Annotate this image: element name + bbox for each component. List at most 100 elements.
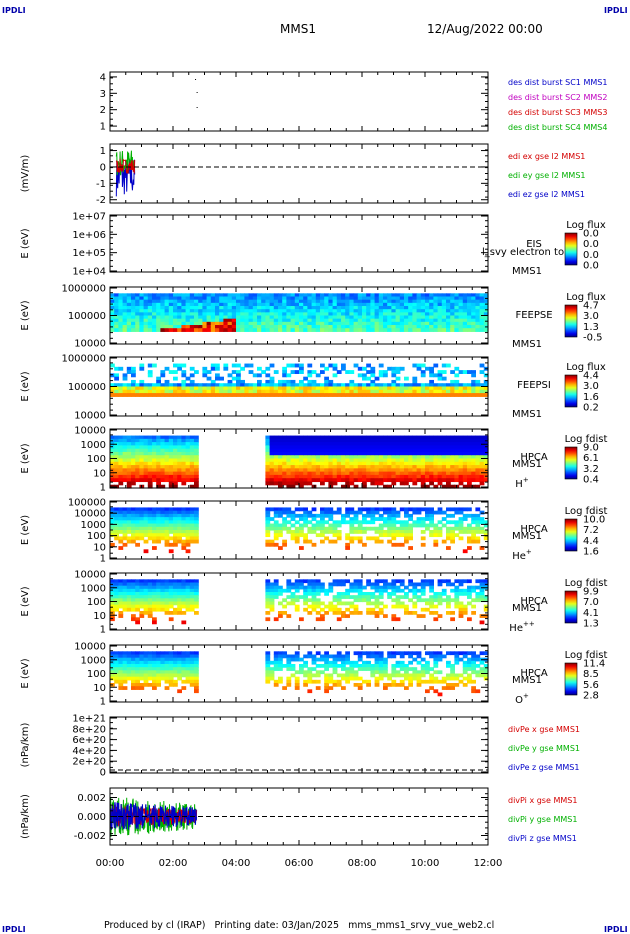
p7-pixel	[324, 513, 329, 518]
p9-pixel	[139, 686, 145, 690]
p6-pixel	[114, 461, 119, 466]
p4-pixel	[269, 318, 275, 323]
p6-pixel	[483, 455, 489, 460]
p7-pixel	[383, 530, 388, 534]
p4-pixel	[164, 299, 170, 304]
p4-pixel	[353, 321, 359, 326]
p6-pixel	[467, 451, 472, 456]
p4-pixel	[139, 315, 145, 320]
p6-pixel	[362, 478, 367, 483]
p5-pixel	[475, 383, 481, 388]
p4-pixel	[231, 312, 237, 317]
p6-pixel	[164, 438, 170, 443]
p4-pixel	[341, 321, 346, 326]
p5-pixel	[215, 393, 220, 397]
p6-pixel	[303, 478, 308, 483]
p7-pixel	[194, 526, 199, 531]
p5-pixel	[282, 370, 287, 374]
p6-pixel	[294, 478, 300, 483]
p9-pixel	[147, 676, 153, 681]
p4-pixel	[336, 312, 342, 317]
p8-pixel	[336, 611, 342, 615]
p9-pixel	[131, 679, 136, 684]
p6-pixel	[320, 445, 325, 450]
p9-pixel	[160, 670, 166, 675]
p5-pixel	[299, 363, 304, 368]
p6-pixel	[114, 445, 119, 450]
p6-pixel	[412, 478, 418, 483]
p6-pixel	[395, 442, 401, 446]
p4-pixel	[160, 315, 166, 320]
p6-pixel	[303, 451, 308, 456]
p4-pixel	[345, 309, 350, 313]
p5-pixel	[370, 389, 376, 394]
p4-pixel	[341, 315, 346, 320]
p5-pixel	[332, 373, 338, 378]
p4-pixel	[152, 321, 157, 326]
p8-pixel	[131, 601, 136, 606]
p6-pixel	[362, 458, 367, 463]
p9-pixel	[114, 651, 119, 656]
p4-pixel	[383, 293, 388, 298]
p9-pixel	[139, 670, 145, 675]
p5-pixel	[173, 389, 178, 394]
p8-pixel	[282, 611, 287, 615]
p6-pixel	[181, 435, 187, 440]
p6-pixel	[126, 451, 132, 456]
p7-pixel	[395, 530, 401, 534]
p7-pixel	[173, 533, 178, 538]
p6-pixel	[408, 474, 413, 479]
p4-pixel	[450, 293, 455, 298]
p8-pixel	[387, 585, 392, 590]
p4-pixel	[395, 302, 401, 307]
p8-pixel	[160, 607, 166, 612]
p9-pixel	[194, 683, 199, 687]
p6-pixel	[177, 471, 182, 476]
p8-pixel	[189, 604, 195, 609]
p4-pixel	[446, 306, 451, 310]
p6-pixel	[378, 478, 384, 483]
p7-pixel	[110, 507, 115, 512]
p9-pixel	[181, 670, 187, 675]
p9-pixel	[135, 660, 140, 665]
p4-pixel	[265, 302, 271, 307]
p8-pixel	[412, 585, 418, 590]
p4-pixel	[328, 328, 334, 332]
p4-pixel	[462, 296, 468, 301]
p7-pixel	[357, 539, 363, 544]
p6-pixel	[328, 442, 334, 446]
p6-pixel	[412, 451, 418, 456]
p8-pixel	[467, 601, 472, 606]
p9-pixel	[265, 664, 271, 668]
p4-pixel	[315, 318, 321, 323]
p5-pixel	[202, 383, 208, 388]
p6-pixel	[320, 468, 325, 473]
p8-pixel	[160, 598, 166, 603]
p9-pixel	[181, 673, 187, 678]
p4-pixel	[152, 328, 157, 332]
p4-pixel	[122, 318, 128, 323]
p4-pixel	[257, 325, 262, 329]
p4-spacecraft-label: MMS1	[512, 339, 542, 350]
p6-pixel	[387, 478, 392, 483]
p6-pixel	[168, 438, 174, 443]
p6-pixel	[315, 478, 321, 483]
p6-pixel	[483, 458, 489, 463]
p7-pixel	[429, 520, 434, 525]
p6-pixel	[454, 474, 460, 479]
p4-pixel	[374, 306, 380, 310]
p7-pixel	[139, 507, 145, 512]
p6-pixel	[420, 484, 426, 489]
p6-pixel	[450, 438, 455, 443]
p8-pixel	[366, 595, 371, 599]
p8-pixel	[336, 598, 342, 603]
p7-pixel	[429, 523, 434, 528]
p6-pixel	[185, 438, 191, 443]
p4-pixel	[135, 328, 140, 332]
p6-pixel	[328, 445, 334, 450]
p6-pixel	[168, 445, 174, 450]
p9-pixel	[131, 676, 136, 681]
p4-pixel	[303, 321, 308, 326]
p7-pixel	[425, 510, 430, 515]
p6-pixel	[395, 465, 401, 469]
